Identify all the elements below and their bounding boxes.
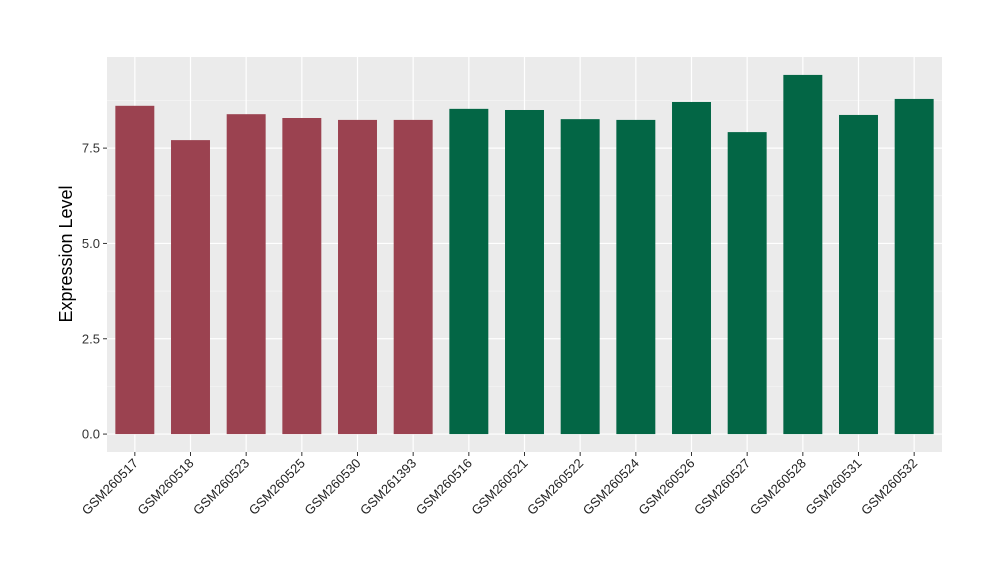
x-tick-label: GSM260524 bbox=[580, 456, 642, 518]
bar-GSM260528 bbox=[783, 74, 823, 435]
y-tick-label: 2.5 bbox=[82, 331, 100, 346]
x-tick-label: GSM260522 bbox=[524, 456, 586, 518]
bar-GSM260521 bbox=[505, 109, 544, 435]
bar-GSM260525 bbox=[282, 118, 322, 435]
y-tick-label: 0.0 bbox=[82, 427, 100, 442]
x-tick-label: GSM260523 bbox=[190, 456, 252, 518]
y-axis-label: Expression Level bbox=[56, 185, 76, 322]
bar-GSM260526 bbox=[672, 101, 711, 435]
x-tick-label: GSM260531 bbox=[802, 456, 864, 518]
bar-GSM260517 bbox=[115, 105, 155, 435]
x-tick-label: GSM261393 bbox=[357, 456, 419, 518]
x-tick-label: GSM260527 bbox=[691, 456, 753, 518]
y-tick-label: 5.0 bbox=[82, 236, 100, 251]
x-tick-label: GSM260530 bbox=[301, 456, 363, 518]
x-tick-label: GSM260532 bbox=[858, 456, 920, 518]
y-tick-label: 7.5 bbox=[82, 141, 100, 156]
x-tick-label: GSM260517 bbox=[79, 456, 141, 518]
bar-GSM261393 bbox=[393, 119, 433, 435]
bar-GSM260523 bbox=[226, 114, 266, 435]
bar-GSM260532 bbox=[894, 98, 934, 435]
x-tick-label: GSM260526 bbox=[635, 456, 697, 518]
bar-GSM260516 bbox=[449, 108, 489, 435]
x-tick-label: GSM260528 bbox=[747, 456, 809, 518]
bar-GSM260518 bbox=[171, 140, 210, 435]
bar-GSM260531 bbox=[839, 114, 878, 435]
x-tick-label: GSM260525 bbox=[246, 456, 308, 518]
x-tick-label: GSM260516 bbox=[413, 456, 475, 518]
bar-GSM260527 bbox=[727, 132, 767, 435]
bar-GSM260524 bbox=[616, 119, 656, 435]
x-tick-label: GSM260521 bbox=[468, 456, 530, 518]
x-tick-label: GSM260518 bbox=[134, 456, 196, 518]
bar-GSM260522 bbox=[560, 119, 600, 435]
bar-GSM260530 bbox=[338, 119, 377, 435]
